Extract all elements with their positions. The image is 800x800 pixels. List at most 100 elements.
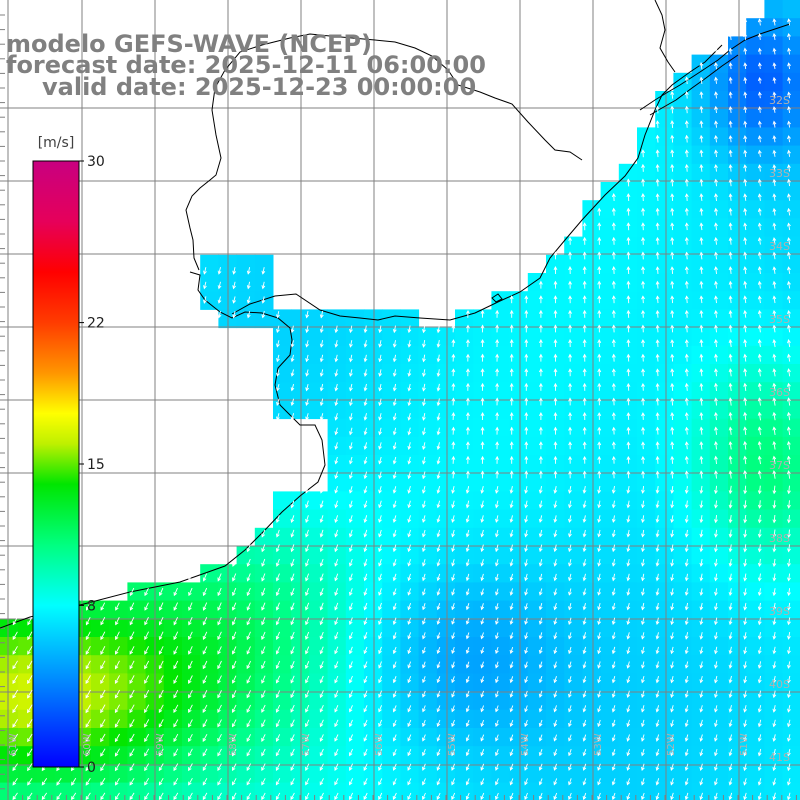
- wind-arrow: [728, 646, 733, 655]
- wind-arrow: [655, 134, 660, 143]
- wind-arrow: [597, 426, 602, 435]
- wind-arrow: [743, 18, 748, 26]
- wind-arrow: [217, 281, 222, 290]
- wind-arrow: [699, 339, 704, 348]
- wind-arrow: [465, 734, 470, 742]
- wind-arrow: [334, 661, 339, 669]
- wind-arrow: [319, 325, 324, 334]
- wind-arrow: [85, 675, 91, 685]
- wind-arrow: [670, 178, 675, 187]
- wind-arrow: [539, 397, 543, 406]
- wind-arrow: [275, 675, 281, 684]
- wind-arrow: [261, 310, 266, 319]
- wind-arrow: [407, 588, 412, 596]
- wind-cell: [436, 491, 456, 511]
- wind-cell: [455, 418, 474, 438]
- wind-arrow: [611, 251, 616, 260]
- wind-arrow: [670, 222, 675, 231]
- wind-cell: [655, 618, 674, 638]
- wind-arrow: [144, 587, 149, 597]
- wind-cell: [127, 691, 147, 711]
- wind-cell: [236, 546, 256, 565]
- wind-cell: [655, 127, 674, 147]
- wind-cell: [691, 764, 711, 784]
- wind-arrow: [465, 661, 470, 669]
- wind-arrow: [348, 529, 353, 538]
- wind-arrow: [231, 734, 237, 742]
- wind-cell: [309, 673, 329, 693]
- wind-cell: [309, 527, 329, 547]
- wind-cell: [546, 673, 565, 693]
- wind-arrow: [743, 470, 748, 479]
- wind-cell: [491, 546, 511, 565]
- wind-arrow: [684, 339, 689, 347]
- wind-arrow: [728, 236, 733, 245]
- wind-arrow: [743, 514, 748, 524]
- wind-cell: [764, 236, 784, 256]
- wind-arrow: [334, 515, 339, 523]
- wind-arrow: [684, 266, 689, 274]
- wind-arrow: [158, 719, 164, 728]
- wind-arrow: [787, 280, 791, 289]
- wind-cell: [655, 91, 674, 110]
- wind-cell: [345, 637, 365, 656]
- wind-arrow: [772, 324, 777, 333]
- wind-arrow: [261, 690, 266, 699]
- lon-label: 56W: [374, 733, 385, 756]
- wind-arrow: [728, 135, 733, 143]
- wind-arrow: [655, 339, 660, 347]
- wind-cell: [327, 327, 347, 347]
- wind-cell: [527, 764, 547, 784]
- wind-arrow: [743, 602, 748, 611]
- wind-arrow: [568, 749, 572, 757]
- wind-arrow: [524, 705, 528, 713]
- wind-arrow: [641, 426, 645, 435]
- wind-arrow: [684, 412, 689, 421]
- wind-arrow: [611, 441, 616, 450]
- wind-arrow: [772, 544, 777, 553]
- wind-cell: [509, 546, 529, 565]
- wind-cell: [527, 582, 547, 602]
- wind-cell: [345, 327, 365, 347]
- wind-arrow: [451, 588, 455, 596]
- wind-arrow: [407, 719, 412, 728]
- wind-arrow: [422, 778, 426, 786]
- lat-label: 41S: [769, 751, 790, 764]
- wind-arrow: [626, 719, 631, 728]
- wind-cell: [200, 746, 219, 765]
- wind-arrow: [290, 617, 295, 626]
- wind-arrow: [465, 515, 470, 523]
- wind-cell: [418, 637, 438, 656]
- wind-arrow: [290, 704, 295, 713]
- wind-cell: [546, 254, 565, 274]
- wind-cell: [473, 618, 492, 638]
- wind-arrow: [261, 704, 266, 713]
- wind-cell: [0, 709, 19, 729]
- wind-arrow: [363, 471, 368, 480]
- wind-arrow: [407, 749, 412, 757]
- wind-arrow: [743, 632, 748, 640]
- wind-arrow: [436, 617, 441, 625]
- wind-cell: [109, 728, 128, 747]
- wind-arrow: [626, 207, 631, 216]
- wind-cell: [782, 72, 800, 92]
- wind-arrow: [670, 368, 675, 377]
- wind-arrow: [626, 266, 631, 275]
- wind-arrow: [641, 280, 645, 289]
- wind-arrow: [158, 763, 164, 772]
- wind-cell: [582, 491, 602, 511]
- wind-arrow: [276, 311, 280, 319]
- wind-arrow: [334, 340, 339, 348]
- wind-arrow: [568, 676, 572, 684]
- wind-arrow: [538, 544, 543, 553]
- wind-arrow: [378, 778, 383, 786]
- wind-arrow: [217, 587, 222, 597]
- wind-arrow: [188, 602, 193, 611]
- wind-arrow: [363, 646, 368, 655]
- wind-arrow: [728, 705, 733, 713]
- wind-arrow: [319, 310, 324, 319]
- wind-arrow: [392, 500, 397, 509]
- wind-arrow: [392, 632, 397, 640]
- wind-arrow: [334, 354, 339, 363]
- wind-cell: [746, 400, 765, 420]
